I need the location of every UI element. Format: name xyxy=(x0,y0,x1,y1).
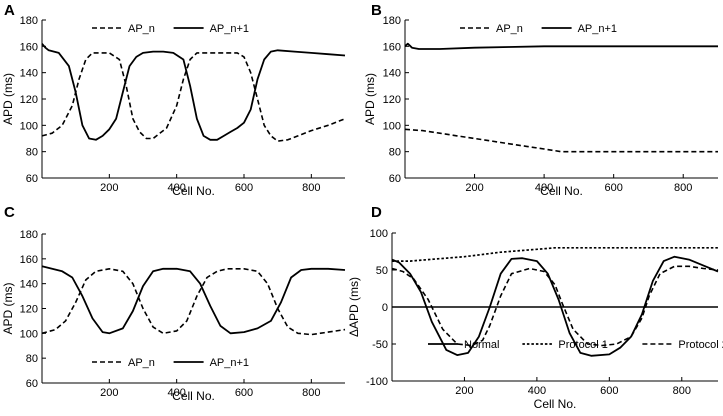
y-axis-title: APD (ms) xyxy=(1,73,15,125)
y-tick-label: 140 xyxy=(20,68,38,80)
series-line-ap-n-1 xyxy=(404,42,718,50)
series-line-protocol-1 xyxy=(392,246,718,262)
x-tick-label: 400 xyxy=(528,385,546,397)
panel-b: B 60 80 100 120 140 160 180 200 400 600 800 Cell No.… xyxy=(363,2,718,198)
y-tick-label: 100 xyxy=(20,120,38,132)
y-tick-label: 80 xyxy=(26,147,38,159)
x-tick-label: 200 xyxy=(455,385,473,397)
y-tick-label: 160 xyxy=(383,41,401,53)
panel-letter: A xyxy=(4,2,15,19)
panel-d: D -100 -50 0 50 100 200 400 600 800 Cell No. ΔAPD (… xyxy=(347,204,723,411)
legend-label: AP_n+1 xyxy=(210,23,249,35)
y-tick-label: 120 xyxy=(383,94,401,106)
panel-letter: D xyxy=(371,204,382,221)
panel-letter: B xyxy=(371,2,382,19)
y-tick-label: -100 xyxy=(366,376,388,388)
series-line-normal xyxy=(391,255,719,357)
y-tick-label: 120 xyxy=(20,94,38,106)
x-tick-label: 400 xyxy=(167,182,185,194)
legend-label: Normal xyxy=(464,339,499,351)
legend-label: Protocol 1 xyxy=(558,339,608,351)
legend-label: Protocol 2 xyxy=(678,339,723,351)
series-line-ap-n-1 xyxy=(41,43,346,141)
y-tick-label: 60 xyxy=(389,173,401,185)
legend-label: AP_n xyxy=(128,23,155,35)
y-tick-label: -50 xyxy=(372,339,388,351)
y-axis-title: APD (ms) xyxy=(363,73,377,125)
panel-a: A 60 80 100 120 140 160 180 200 400 600 800 Cell No.… xyxy=(1,2,346,198)
y-tick-label: 80 xyxy=(26,353,38,365)
x-tick-label: 600 xyxy=(235,387,253,399)
x-tick-label: 400 xyxy=(535,182,553,194)
series-line-protocol-2 xyxy=(391,265,719,347)
y-tick-label: 100 xyxy=(370,228,388,240)
panel-letter: C xyxy=(4,204,15,221)
x-axis-title: Cell No. xyxy=(534,397,577,411)
y-tick-label: 100 xyxy=(20,328,38,340)
x-tick-label: 600 xyxy=(600,385,618,397)
legend-label: AP_n xyxy=(496,23,523,35)
legend-label: AP_n+1 xyxy=(578,23,617,35)
y-tick-label: 100 xyxy=(383,120,401,132)
series-line-ap-n xyxy=(404,128,718,153)
series-line-ap-n xyxy=(41,52,346,142)
x-tick-label: 200 xyxy=(465,182,483,194)
y-tick-label: 120 xyxy=(20,304,38,316)
y-tick-label: 160 xyxy=(20,254,38,266)
y-axis-title: ΔAPD (ms) xyxy=(347,277,361,337)
panel-c: C 60 80 100 120 140 160 180 200 400 600 800 Cell No.… xyxy=(1,204,346,403)
legend-label: AP_n xyxy=(128,357,155,369)
legend-label: AP_n+1 xyxy=(210,357,249,369)
x-tick-label: 600 xyxy=(604,182,622,194)
y-tick-label: 180 xyxy=(383,15,401,27)
y-tick-label: 50 xyxy=(376,265,388,277)
y-tick-label: 60 xyxy=(26,173,38,185)
x-tick-label: 600 xyxy=(235,182,253,194)
y-tick-label: 140 xyxy=(383,68,401,80)
x-axis-title: Cell No. xyxy=(172,389,215,403)
x-axis-title: Cell No. xyxy=(172,184,215,198)
x-tick-label: 800 xyxy=(302,182,320,194)
x-tick-label: 800 xyxy=(674,182,692,194)
y-axis-title: APD (ms) xyxy=(1,283,15,335)
x-tick-label: 400 xyxy=(167,387,185,399)
x-tick-label: 800 xyxy=(302,387,320,399)
y-tick-label: 80 xyxy=(389,147,401,159)
x-tick-label: 800 xyxy=(673,385,691,397)
series-line-ap-n-1 xyxy=(41,265,346,335)
x-tick-label: 200 xyxy=(100,387,118,399)
series-line-ap-n xyxy=(41,268,346,336)
y-tick-label: 180 xyxy=(20,229,38,241)
y-tick-label: 140 xyxy=(20,279,38,291)
y-tick-label: 180 xyxy=(20,15,38,27)
y-tick-label: 0 xyxy=(382,302,388,314)
x-tick-label: 200 xyxy=(100,182,118,194)
x-axis-title: Cell No. xyxy=(540,184,583,198)
y-tick-label: 60 xyxy=(26,378,38,390)
y-tick-label: 160 xyxy=(20,41,38,53)
